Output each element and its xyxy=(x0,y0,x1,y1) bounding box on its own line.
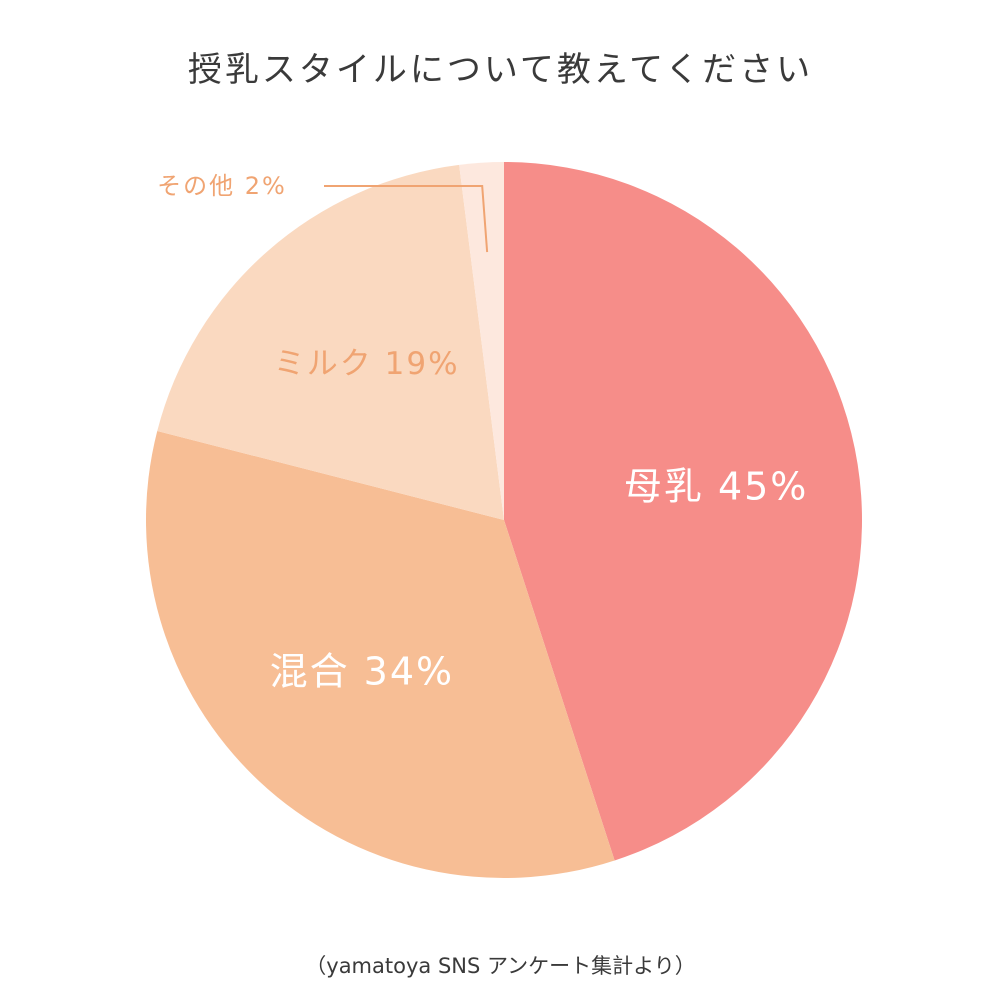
pie-slice-1 xyxy=(504,162,862,861)
pie-slice-4 xyxy=(459,162,504,520)
pie-slice-3 xyxy=(157,164,504,520)
pie-slice-2 xyxy=(145,430,615,878)
slice-label-4: その他 2% xyxy=(157,172,287,200)
chart-title: 授乳スタイルについて教えてください xyxy=(187,50,814,90)
slice-labels: 母乳 45% 混合 34% ミルク 19% その他 2% xyxy=(157,172,809,693)
leader-line-4 xyxy=(324,185,489,253)
slice-label-2: 混合 34% xyxy=(270,649,455,693)
pie-slices xyxy=(145,162,862,878)
slice-label-1: 母乳 45% xyxy=(624,464,809,508)
slice-label-3: ミルク 19% xyxy=(274,346,460,382)
leader-line xyxy=(324,185,489,253)
source-note: （yamatoya SNS アンケート集計より） xyxy=(305,954,696,978)
